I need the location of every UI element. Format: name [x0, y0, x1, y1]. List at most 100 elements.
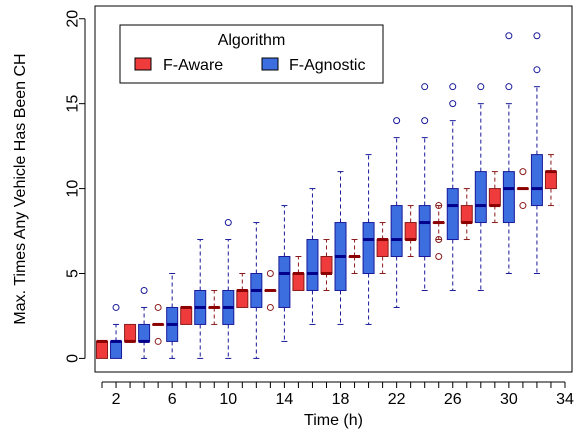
box-iqr — [418, 205, 431, 258]
plot-frame — [94, 5, 573, 373]
outlier-point — [393, 117, 401, 125]
outlier-point — [477, 83, 485, 91]
box-f-agnostic — [110, 303, 123, 359]
outlier-point — [112, 303, 120, 311]
outlier-point — [505, 32, 513, 40]
legend-title: Algorithm — [218, 32, 286, 49]
box-f-aware — [516, 168, 529, 210]
box-iqr — [544, 171, 557, 190]
box-f-agnostic — [390, 117, 403, 308]
plot-area — [94, 5, 573, 373]
x-tick-label: 6 — [168, 391, 177, 408]
y-tick-label: 20 — [65, 10, 82, 28]
box-iqr — [180, 306, 193, 325]
box-f-aware — [432, 202, 445, 261]
box-f-agnostic — [334, 171, 347, 325]
x-tick-label: 10 — [219, 391, 237, 408]
outlier-point — [533, 66, 541, 74]
box-iqr — [460, 205, 473, 224]
y-tick-label: 10 — [65, 180, 82, 198]
outlier-point — [505, 83, 513, 91]
box-f-aware — [292, 256, 305, 291]
box-iqr — [292, 272, 305, 291]
legend-label-f-aware: F-Aware — [163, 57, 223, 74]
y-tick-label: 5 — [65, 269, 82, 278]
box-f-agnostic — [474, 83, 487, 291]
box-f-agnostic — [278, 205, 291, 342]
box-f-agnostic — [502, 32, 515, 274]
legend-swatch-f-agnostic — [261, 57, 279, 71]
box-f-agnostic — [194, 239, 207, 359]
x-axis-title: Time (h) — [304, 412, 363, 429]
x-tick-label: 34 — [556, 391, 574, 408]
box-f-aware — [124, 323, 137, 343]
y-tick-label: 0 — [65, 354, 82, 363]
box-f-aware — [208, 289, 221, 325]
box-iqr — [138, 323, 151, 342]
box-iqr — [474, 171, 487, 224]
box-iqr — [278, 256, 291, 308]
box-f-aware — [488, 171, 501, 224]
box-f-aware — [348, 239, 361, 274]
x-tick-label: 14 — [275, 391, 293, 408]
outlier-point — [154, 337, 162, 345]
box-f-agnostic — [138, 286, 151, 359]
legend-swatch-f-aware — [134, 57, 152, 71]
box-iqr — [502, 171, 515, 224]
box-iqr — [390, 205, 403, 258]
x-tick-label: 22 — [388, 391, 406, 408]
x-tick-label: 26 — [444, 391, 462, 408]
box-f-agnostic — [446, 83, 459, 291]
box-iqr — [320, 256, 333, 274]
legend-label-f-agnostic: F-Agnostic — [289, 57, 365, 74]
outlier-point — [421, 83, 429, 91]
x-tick-label: 30 — [500, 391, 518, 408]
outlier-point — [449, 83, 457, 91]
box-iqr — [236, 289, 249, 308]
outlier-point — [435, 253, 443, 261]
outlier-point — [533, 32, 541, 40]
box-f-agnostic — [222, 219, 235, 359]
x-tick-label: 18 — [332, 391, 350, 408]
x-tick-label: 2 — [112, 391, 121, 408]
legend-box — [119, 24, 384, 84]
box-iqr — [404, 222, 417, 241]
box-iqr — [306, 239, 319, 291]
box-f-aware — [376, 222, 389, 274]
box-f-agnostic — [362, 154, 375, 325]
outlier-point — [449, 100, 457, 108]
outlier-point — [435, 236, 443, 244]
box-f-aware — [264, 269, 277, 311]
box-f-agnostic — [530, 32, 543, 274]
outlier-point — [266, 269, 274, 277]
box-f-aware — [460, 188, 473, 241]
box-iqr — [488, 188, 501, 207]
legend: Algorithm F-Aware F-Agnostic — [119, 24, 384, 84]
box-iqr — [110, 340, 123, 359]
box-f-aware — [236, 272, 249, 308]
box-iqr — [96, 340, 109, 359]
box-f-agnostic — [166, 272, 179, 359]
box-f-agnostic — [306, 188, 319, 325]
boxes-layer — [96, 32, 557, 359]
box-f-aware — [544, 154, 557, 207]
box-f-aware — [152, 303, 165, 345]
outlier-point — [266, 303, 274, 311]
box-f-agnostic — [250, 222, 263, 359]
box-f-aware — [96, 339, 109, 359]
y-tick-label: 15 — [65, 95, 82, 113]
outlier-point — [154, 303, 162, 311]
box-f-aware — [180, 305, 193, 325]
outlier-point — [224, 219, 232, 227]
outlier-point — [140, 286, 148, 294]
box-f-agnostic — [418, 83, 431, 291]
outlier-point — [421, 117, 429, 125]
outlier-point — [435, 202, 443, 210]
outlier-point — [519, 202, 527, 210]
box-f-aware — [404, 205, 417, 258]
y-axis-title: Max. Times Any Vehicle Has Been CH — [12, 53, 29, 324]
box-iqr — [530, 154, 543, 207]
box-iqr — [124, 323, 137, 342]
